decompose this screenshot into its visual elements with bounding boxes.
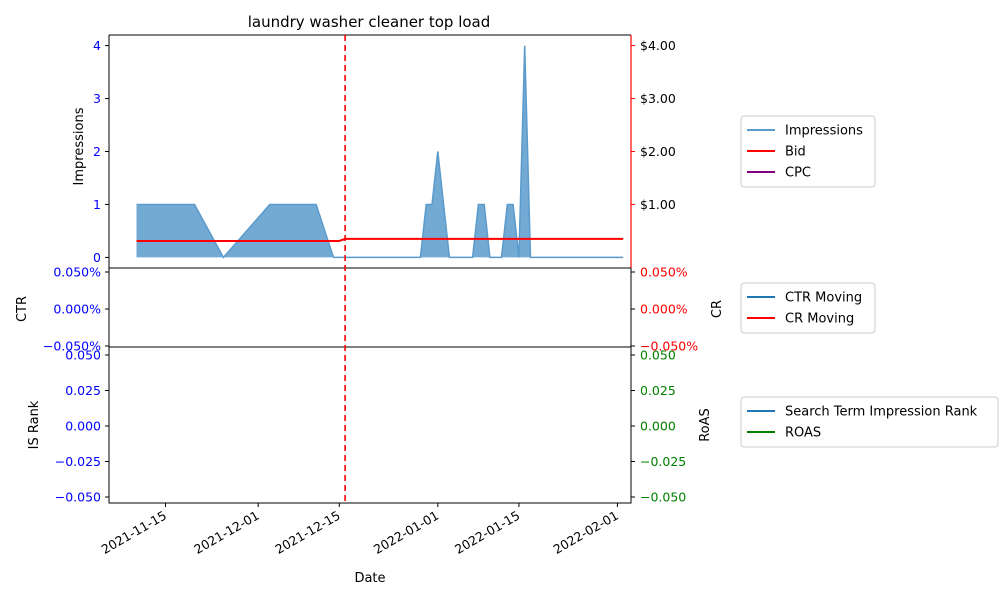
chart-title: laundry washer cleaner top load [248, 13, 491, 31]
roas-tick-label: −0.025 [640, 454, 686, 469]
middle-legend-entry: CTR Moving [785, 291, 862, 306]
impressions-axis-label: Impressions [72, 107, 87, 185]
top-legend-entry: Bid [785, 145, 806, 160]
middle-legend-box [740, 282, 876, 334]
x-tick-label: 2022-02-01 [550, 508, 620, 557]
top-legend-box [740, 115, 876, 188]
impressions-tick-label: 1 [93, 197, 101, 212]
is-rank-tick-label: −0.025 [55, 454, 101, 469]
bid-tick-label: $1.00 [640, 197, 676, 212]
ctr-axis-label: CTR [15, 296, 30, 322]
roas-tick-label: 0.025 [640, 383, 676, 398]
top-legend-entry: CPC [785, 166, 811, 181]
x-tick-label: 2022-01-15 [452, 508, 522, 557]
bid-tick-label: $4.00 [640, 38, 676, 53]
ctr-tick-label: 0.050% [53, 265, 101, 280]
roas-axis-label: RoAS [698, 408, 713, 442]
cr-tick-label: −0.050% [640, 339, 698, 354]
roas-tick-label: 0.000 [640, 419, 676, 434]
x-tick-label: 2021-11-15 [99, 508, 169, 557]
impressions-area [136, 45, 624, 258]
roas-tick-label: 0.050 [640, 348, 676, 363]
is-rank-tick-label: 0.050 [65, 348, 101, 363]
x-tick-label: 2021-12-01 [191, 508, 261, 557]
impressions-line [136, 45, 624, 259]
cr-tick-label: 0.000% [640, 302, 688, 317]
middle-panel: 0.050% 0.000% −0.050% 0.050% 0.000% −0.050% CT… [15, 265, 725, 354]
is-rank-axis-label: IS Rank [27, 400, 42, 449]
x-tick-label: 2021-12-15 [272, 508, 342, 557]
bottom-legend-box [740, 396, 999, 448]
impressions-tick-label: 2 [93, 144, 101, 159]
bottom-panel-frame [108, 346, 632, 504]
top-legend-entry: Impressions [785, 124, 863, 139]
bottom-panel: 0.050 0.025 0.000 −0.025 −0.050 0.050 0.025 0.0… [27, 346, 713, 505]
x-tick-label: 2022-01-01 [371, 508, 441, 557]
impressions-tick-label: 4 [93, 38, 101, 53]
bid-tick-label: $3.00 [640, 91, 676, 106]
legends: Impressions Bid CPC CTR Moving CR Moving Sear… [740, 115, 999, 448]
is-rank-tick-label: 0.000 [65, 419, 101, 434]
roas-tick-label: −0.050 [640, 490, 686, 505]
is-rank-tick-label: −0.050 [55, 490, 101, 505]
bottom-legend-entry: Search Term Impression Rank [785, 405, 978, 420]
impressions-tick-label: 0 [93, 250, 101, 265]
bottom-legend-entry: ROAS [785, 426, 821, 441]
cr-axis-label: CR [710, 300, 725, 318]
ctr-tick-label: −0.050% [43, 339, 101, 354]
cr-tick-label: 0.050% [640, 265, 688, 280]
top-panel: 0 1 2 3 4 $1.00 $2.00 $3.00 $4.00 Impressions [72, 34, 676, 268]
bid-tick-label: $2.00 [640, 144, 676, 159]
x-axis: 2021-11-15 2021-12-01 2021-12-15 2022-01-01… [99, 35, 621, 557]
ctr-tick-label: 0.000% [53, 302, 101, 317]
x-axis-label: Date [354, 571, 385, 586]
impressions-tick-label: 3 [93, 91, 101, 106]
middle-legend-entry: CR Moving [785, 312, 854, 327]
is-rank-tick-label: 0.025 [65, 383, 101, 398]
bid-line [136, 237, 624, 242]
